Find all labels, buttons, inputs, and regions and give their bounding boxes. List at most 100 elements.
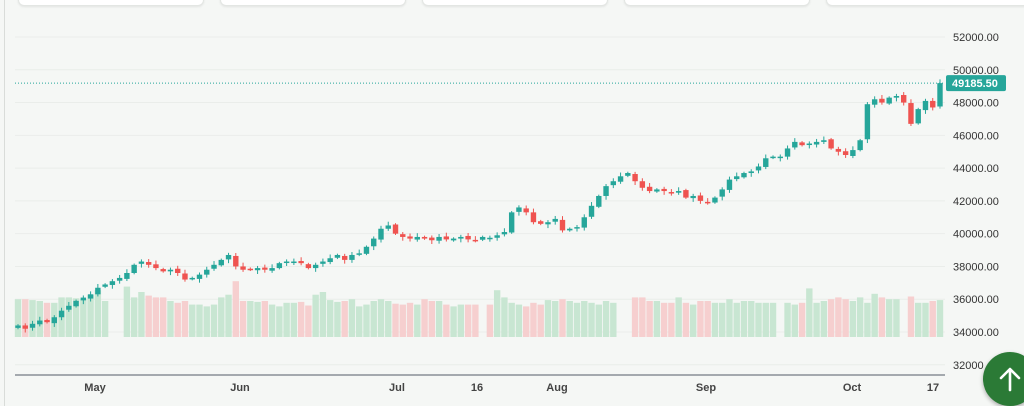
candle-body (886, 97, 892, 104)
candle-body (153, 264, 159, 269)
arrow-up-icon (999, 367, 1021, 392)
volume-bar (138, 292, 145, 337)
volume-bar (399, 304, 406, 337)
volume-bar (123, 286, 131, 337)
y-tick-label: 32000 (953, 360, 984, 372)
volume-bar (29, 300, 36, 337)
candle-body (842, 151, 849, 155)
candle-body (850, 150, 856, 156)
volume-bar (283, 302, 290, 337)
volume-bar (936, 300, 944, 337)
volume-bar (762, 302, 769, 337)
x-tick-label: May (84, 382, 106, 394)
candle-body (813, 141, 820, 145)
volume-bar (189, 304, 196, 337)
candle-body (799, 142, 805, 146)
volume-bar (878, 297, 886, 337)
x-tick-label: Sep (696, 382, 716, 394)
panel-border (4, 0, 5, 406)
volume-bar (552, 301, 559, 337)
candle-body (349, 254, 355, 260)
volume-bar (145, 295, 152, 337)
candle-body (312, 264, 319, 269)
candle-body (588, 205, 595, 217)
candle-body (95, 287, 101, 295)
volume-bar (203, 306, 210, 337)
volume-bar (363, 304, 370, 337)
candle-body (654, 189, 660, 192)
volume-bar (65, 297, 73, 337)
volume-bar (167, 301, 174, 337)
volume-bar (915, 302, 922, 337)
candle-body (429, 237, 435, 241)
candle-body (196, 274, 203, 279)
volume-bar (501, 297, 508, 337)
candle-body (704, 201, 711, 204)
scroll-to-top-button[interactable] (983, 352, 1024, 406)
candle-body (617, 176, 624, 182)
volume-bar (72, 298, 80, 337)
candle-body (603, 186, 609, 196)
volume-bar (196, 304, 203, 337)
candle-body (356, 253, 362, 255)
volume-bar (443, 304, 450, 337)
volume-bar (849, 301, 857, 337)
candle-body (763, 158, 769, 167)
candle-body (574, 227, 580, 229)
summary-card-5[interactable] (826, 0, 1024, 6)
candle-body (871, 99, 878, 105)
candle-body (414, 236, 420, 240)
candle-body (225, 254, 232, 260)
volume-bar (210, 304, 218, 337)
candle-body (66, 305, 72, 310)
candle-body (87, 294, 94, 299)
volume-bar (639, 297, 646, 337)
volume-bar (704, 301, 711, 337)
candle-body (777, 156, 783, 159)
candle-body (726, 179, 733, 190)
volume-bar (748, 301, 755, 337)
volume-bar (101, 301, 109, 337)
volume-bar (406, 302, 414, 337)
candle-body (44, 320, 50, 323)
candle-body (204, 269, 210, 275)
candle-body (102, 284, 108, 287)
candle-body (305, 264, 312, 269)
candle-body (378, 228, 384, 240)
volume-bar (842, 299, 849, 337)
volume-bar (370, 301, 377, 337)
volume-bar (791, 304, 799, 337)
x-tick-label: Oct (843, 382, 862, 394)
candle-body (73, 300, 79, 307)
candle-body (545, 222, 551, 225)
volume-bar (820, 301, 828, 337)
candle-body (719, 189, 725, 197)
volume-bar (341, 301, 348, 337)
candle-body (385, 225, 391, 229)
volume-bar (239, 301, 247, 337)
volume-bar (174, 302, 181, 337)
volume-bar (493, 290, 501, 337)
y-tick-label: 48000.00 (953, 98, 999, 110)
candle-body (291, 261, 297, 264)
volume-bar (130, 297, 138, 337)
candle-body (327, 258, 333, 263)
candle-body (683, 190, 689, 198)
candle-body (559, 219, 566, 231)
y-tick-label: 36000.00 (953, 294, 999, 306)
candle-body (530, 212, 537, 223)
candle-body (80, 297, 87, 301)
volume-bar (581, 301, 588, 337)
candle-body (37, 320, 43, 325)
candle-body (421, 236, 428, 239)
candle-body (138, 261, 145, 264)
volume-bar (893, 299, 900, 337)
candle-body (567, 228, 573, 231)
candle-body (233, 255, 239, 267)
y-tick-label: 42000.00 (953, 196, 999, 208)
candle-body (668, 192, 675, 194)
volume-bar (181, 301, 189, 337)
candle-body (443, 236, 450, 240)
candle-body (516, 207, 522, 212)
